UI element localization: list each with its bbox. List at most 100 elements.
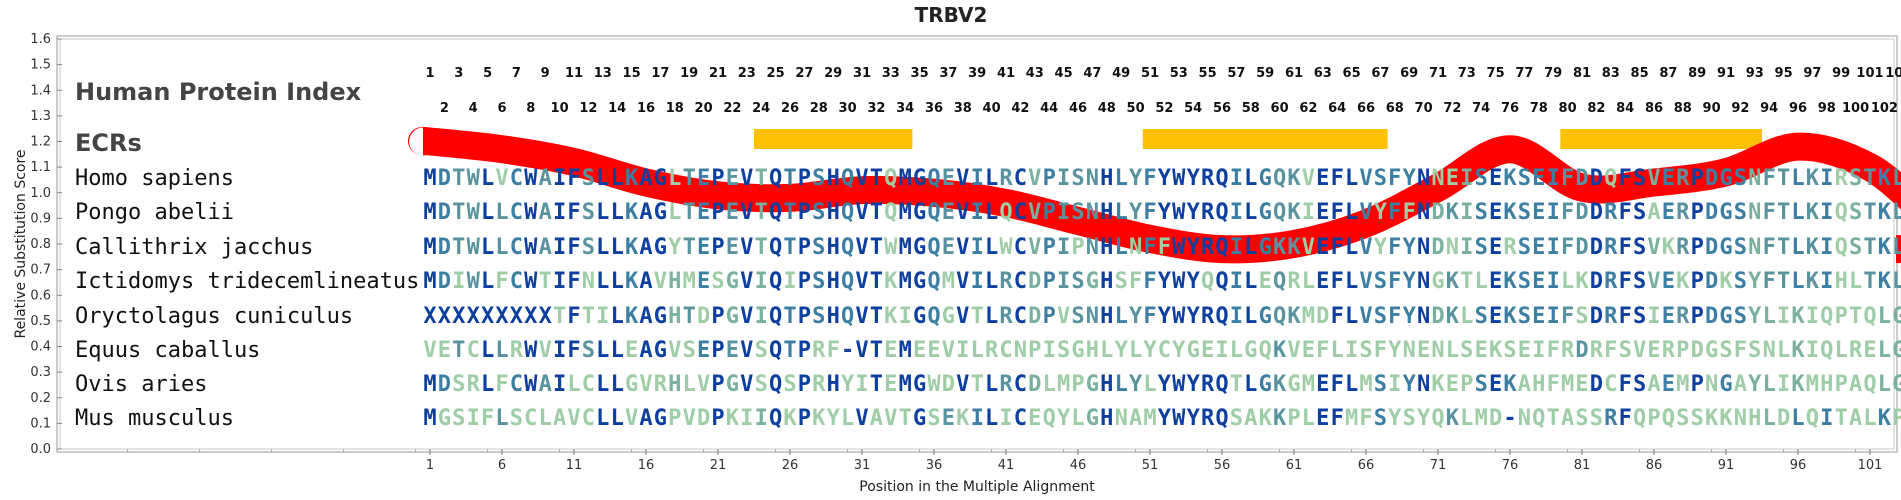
residue: F xyxy=(1561,235,1574,260)
residue: Y xyxy=(1403,372,1417,397)
hpi-number: 58 xyxy=(1242,101,1260,116)
hpi-number: 85 xyxy=(1631,66,1649,81)
residue: E xyxy=(1489,269,1502,294)
residue: L xyxy=(481,166,494,191)
residue: L xyxy=(985,372,998,397)
residue: I xyxy=(740,406,753,431)
residue: L xyxy=(611,235,624,260)
hpi-number: 6 xyxy=(497,101,506,116)
residue: M xyxy=(1302,304,1315,329)
residue: M xyxy=(1057,372,1070,397)
species-label: Pongo abelii xyxy=(75,200,234,225)
y-tick-label: 0.4 xyxy=(30,340,51,355)
residue: L xyxy=(611,372,624,397)
residue: Q xyxy=(1201,269,1214,294)
residue: K xyxy=(1273,338,1287,363)
residue: V xyxy=(1057,304,1070,329)
residue: S xyxy=(1503,338,1516,363)
residue: L xyxy=(611,166,624,191)
residue: V xyxy=(1359,166,1372,191)
residue: D xyxy=(1705,200,1718,225)
residue: M xyxy=(423,406,436,431)
residue: T xyxy=(971,304,984,329)
residue: L xyxy=(971,338,984,363)
residue: Q xyxy=(1604,166,1617,191)
residue: P xyxy=(798,372,811,397)
residue: D xyxy=(1705,304,1718,329)
hpi-number: 5 xyxy=(483,66,492,81)
residue: P xyxy=(1892,406,1901,431)
residue: T xyxy=(539,269,552,294)
residue: E xyxy=(1532,235,1545,260)
residue: S xyxy=(452,406,465,431)
residue: F xyxy=(567,269,580,294)
residue: R xyxy=(1201,166,1215,191)
residue: R xyxy=(1662,338,1676,363)
residue: V xyxy=(942,338,955,363)
residue: S xyxy=(1475,200,1488,225)
hpi-number: 103 xyxy=(1885,66,1901,81)
residue: L xyxy=(1892,200,1901,225)
residue: M xyxy=(683,269,696,294)
residue: E xyxy=(1316,372,1329,397)
residue: A xyxy=(1518,372,1531,397)
residue: I xyxy=(1777,304,1790,329)
residue: K xyxy=(1676,269,1690,294)
residue: L xyxy=(668,200,681,225)
residue: I xyxy=(1806,304,1819,329)
residue: S xyxy=(1748,338,1761,363)
residue: W xyxy=(524,372,538,397)
residue: P xyxy=(1691,269,1704,294)
y-tick-label: 0.7 xyxy=(30,263,51,278)
residue: V xyxy=(740,372,753,397)
residue: I xyxy=(1547,166,1560,191)
residue: H xyxy=(1100,166,1113,191)
residue: L xyxy=(985,304,998,329)
x-tick-label: 36 xyxy=(926,458,943,473)
residue: L xyxy=(1878,372,1891,397)
residue: D xyxy=(697,304,710,329)
residue: L xyxy=(495,235,508,260)
hpi-number: 97 xyxy=(1803,66,1821,81)
y-tick-label: 1.4 xyxy=(30,83,51,98)
x-tick-label: 81 xyxy=(1574,458,1591,473)
residue: N xyxy=(1734,406,1747,431)
residue: S xyxy=(1518,304,1531,329)
residue: C xyxy=(510,269,523,294)
x-tick-label: 71 xyxy=(1430,458,1447,473)
residue: L xyxy=(495,406,508,431)
residue: I xyxy=(956,338,969,363)
residue: Q xyxy=(1662,406,1675,431)
residue: K xyxy=(1806,166,1820,191)
residue: S xyxy=(1374,406,1387,431)
residue: M xyxy=(1475,406,1488,431)
residue: P xyxy=(798,235,811,260)
residue: V xyxy=(1028,235,1041,260)
residue: X xyxy=(438,304,451,329)
residue: G xyxy=(1892,304,1901,329)
residue: S xyxy=(510,406,523,431)
residue: A xyxy=(1244,406,1257,431)
hpi-number: 3 xyxy=(454,66,463,81)
hpi-number: 39 xyxy=(968,66,986,81)
residue: A xyxy=(639,304,652,329)
residue: G xyxy=(1892,338,1901,363)
residue: T xyxy=(783,304,796,329)
residue: M xyxy=(899,269,912,294)
residue: K xyxy=(1489,338,1503,363)
residue: P xyxy=(798,304,811,329)
residue: M xyxy=(899,372,912,397)
residue: L xyxy=(1230,338,1243,363)
residue: P xyxy=(1287,406,1300,431)
residue: F xyxy=(1619,200,1632,225)
residue: E xyxy=(1532,269,1545,294)
residue: E xyxy=(1028,406,1041,431)
residue: K xyxy=(1287,200,1301,225)
residue: S xyxy=(1849,200,1862,225)
residue: X xyxy=(510,304,523,329)
residue: C xyxy=(582,406,595,431)
residue: I xyxy=(971,406,984,431)
x-tick-label: 26 xyxy=(782,458,799,473)
residue: N xyxy=(582,269,595,294)
residue: G xyxy=(654,235,667,260)
